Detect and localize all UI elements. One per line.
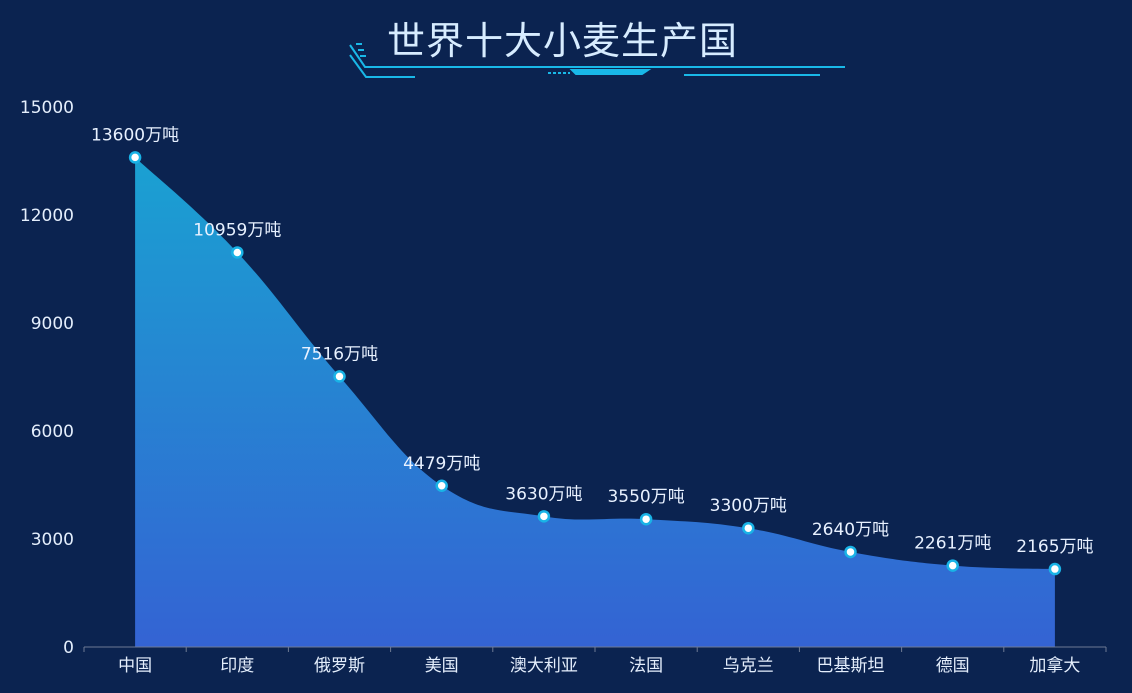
decoration-bar [569,69,652,75]
x-axis-labels: 中国 印度 俄罗斯 美国 澳大利亚 法国 乌克兰 巴基斯坦 德国 加拿大 [118,655,1080,676]
x-tick-label: 澳大利亚 [510,656,578,676]
x-tick-label: 俄罗斯 [314,656,365,676]
x-tick-label: 德国 [936,656,970,676]
data-markers [128,151,1062,576]
chart-title: 世界十大小麦生产国 [386,19,738,63]
data-label: 4479万吨 [403,454,480,474]
data-labels: 13600万吨 10959万吨 7516万吨 4479万吨 3630万吨 3550万吨 33… [91,125,1093,557]
decoration-dashes [356,43,366,57]
data-label: 3630万吨 [505,484,582,504]
y-tick-label: 3000 [31,530,74,550]
y-tick-label: 6000 [31,422,74,442]
data-point [128,151,142,164]
x-tick-label: 巴基斯坦 [817,656,885,676]
x-tick-label: 美国 [425,656,459,676]
x-tick-label: 加拿大 [1029,655,1080,676]
y-tick-label: 15000 [20,98,74,118]
x-axis-ticks [83,647,1107,652]
data-label: 10959万吨 [193,220,281,240]
data-point [639,512,653,526]
decoration-line-left [349,54,415,78]
data-point [333,370,346,383]
data-label: 7516万吨 [301,344,378,364]
y-tick-label: 12000 [20,206,74,226]
data-point [946,559,959,572]
data-point [435,479,448,493]
data-point [844,545,857,559]
title-decoration [349,43,845,78]
decoration-line-main [349,44,845,68]
x-tick-label: 中国 [118,656,152,676]
x-tick-label: 乌克兰 [723,656,774,676]
data-point [1048,562,1062,576]
data-label: 2640万吨 [812,520,889,540]
data-point [742,521,755,535]
area-fill [135,157,1055,647]
x-tick-label: 法国 [629,656,663,676]
data-label: 3300万吨 [710,496,787,516]
data-label: 13600万吨 [91,125,179,145]
data-point [231,246,244,259]
y-tick-label: 9000 [31,314,74,334]
y-tick-label: 0 [63,638,74,658]
x-tick-label: 印度 [220,656,254,676]
data-label: 2261万吨 [914,534,991,554]
data-label: 3550万吨 [607,487,684,507]
data-point [537,510,551,523]
data-label: 2165万吨 [1016,537,1093,557]
y-axis-labels: 0 3000 6000 9000 12000 15000 [20,98,74,658]
